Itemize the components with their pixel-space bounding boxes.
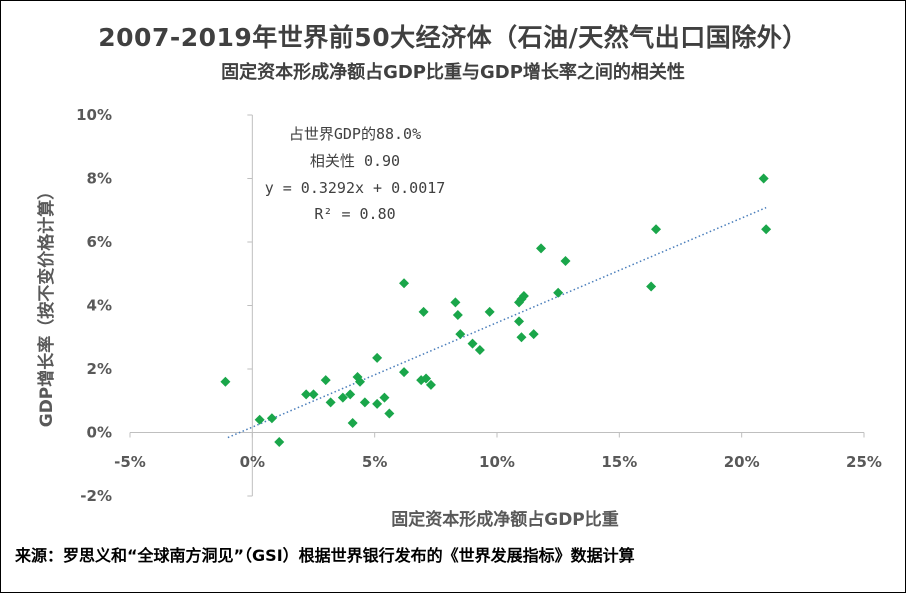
x-tick-label: 25% (846, 453, 882, 471)
data-point (450, 297, 461, 308)
y-tick-label: 6% (87, 233, 112, 251)
chart-subtitle: 固定资本形成净额占GDP比重与GDP增长率之间的相关性 (221, 62, 685, 83)
data-point (399, 278, 410, 289)
x-tick-label: -5% (114, 453, 146, 471)
data-point (651, 224, 662, 235)
x-tick-label: 5% (362, 453, 387, 471)
y-tick-label: 0% (87, 424, 112, 442)
data-point (474, 344, 485, 355)
data-point (758, 173, 769, 184)
chart-title: 2007-2019年世界前50大经济体（石油/天然气出口国除外） (98, 23, 808, 52)
data-point (399, 367, 410, 378)
data-point (514, 316, 525, 327)
data-point (372, 352, 383, 363)
data-point (528, 329, 539, 340)
trendline (227, 206, 767, 439)
data-point (254, 414, 265, 425)
data-point (266, 413, 277, 424)
trend-annotation: 相关性 0.90 (310, 152, 400, 170)
data-point (337, 392, 348, 403)
data-point (220, 376, 231, 387)
data-point (560, 256, 571, 267)
y-tick-label: -2% (80, 487, 112, 505)
data-point (347, 417, 358, 428)
data-point (455, 329, 466, 340)
trend-annotation: 占世界GDP的88.0% (289, 125, 421, 143)
data-point (518, 290, 529, 301)
x-tick-label: 15% (601, 453, 637, 471)
trend-annotation: R² = 0.80 (314, 205, 395, 223)
x-tick-label: 20% (724, 453, 760, 471)
y-tick-label: 10% (76, 106, 112, 124)
data-point (372, 398, 383, 409)
y-tick-label: 4% (87, 297, 112, 315)
data-point (345, 389, 356, 400)
data-point (761, 224, 772, 235)
data-point (325, 397, 336, 408)
data-point (301, 389, 312, 400)
data-point (425, 379, 436, 390)
data-point (467, 338, 478, 349)
data-point (320, 375, 331, 386)
data-point (536, 243, 547, 254)
data-point (452, 310, 463, 321)
data-point (553, 287, 564, 298)
data-point (359, 397, 370, 408)
data-point (384, 408, 395, 419)
data-point (354, 376, 365, 387)
x-axis-title: 固定资本形成净额占GDP比重 (391, 509, 619, 530)
trend-annotation: y = 0.3292x + 0.0017 (265, 179, 446, 197)
y-tick-label: 8% (87, 170, 112, 188)
data-point (308, 389, 319, 400)
data-point (418, 306, 429, 317)
data-point (516, 332, 527, 343)
data-point (274, 437, 285, 448)
data-point (484, 306, 495, 317)
y-tick-label: 2% (87, 360, 112, 378)
x-tick-label: 10% (479, 453, 515, 471)
data-point (646, 281, 657, 292)
data-point (421, 373, 432, 384)
source-note: 来源：罗思义和“全球南方洞见”（GSI）根据世界银行发布的《世界发展指标》数据计… (15, 546, 635, 565)
x-tick-label: 0% (240, 453, 265, 471)
y-axis-title: GDP增长率（按不变价格计算） (36, 183, 57, 428)
data-point (379, 392, 390, 403)
